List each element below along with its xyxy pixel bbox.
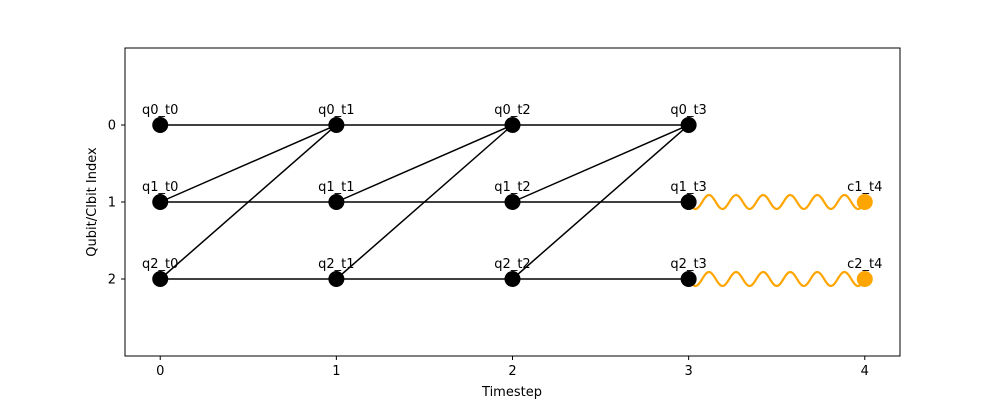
y-tick-label: 1 bbox=[108, 196, 116, 211]
node-label: q1_t3 bbox=[670, 180, 706, 195]
node-marker bbox=[152, 117, 169, 133]
node-label: c2_t4 bbox=[847, 257, 882, 272]
y-axis-label: Qubit/Clbit Index bbox=[85, 147, 100, 257]
nodes-layer bbox=[152, 117, 873, 287]
dependency-edge bbox=[159, 124, 337, 203]
node-label: q1_t0 bbox=[142, 180, 178, 195]
node-marker bbox=[680, 117, 697, 133]
node-label: q1_t1 bbox=[318, 180, 354, 195]
y-tick-label: 0 bbox=[108, 119, 116, 134]
x-tick-label: 1 bbox=[332, 364, 340, 379]
node-marker bbox=[328, 194, 345, 210]
node-marker bbox=[680, 194, 697, 210]
node-label: q2_t3 bbox=[670, 257, 706, 272]
classical-wire-edge bbox=[687, 270, 866, 288]
y-tick-label: 2 bbox=[108, 273, 116, 288]
node-marker bbox=[856, 194, 873, 210]
node-label: q2_t1 bbox=[318, 257, 354, 272]
dependency-edge bbox=[512, 124, 689, 203]
node-label: q0_t3 bbox=[670, 103, 706, 118]
y-axis-ticks: 0 1 2 bbox=[108, 119, 125, 288]
dependency-edge bbox=[336, 124, 513, 203]
node-marker bbox=[680, 271, 697, 287]
x-tick-label: 4 bbox=[861, 364, 869, 379]
node-labels-layer: q0_t0 q0_t1 q0_t2 q0_t3 q1_t0 q1_t1 q1_t2 q1_t3… bbox=[142, 103, 882, 272]
node-label: c1_t4 bbox=[847, 180, 882, 195]
node-marker bbox=[152, 194, 169, 210]
node-marker bbox=[504, 117, 521, 133]
node-label: q0_t2 bbox=[494, 103, 530, 118]
x-tick-label: 0 bbox=[156, 364, 164, 379]
node-label: q0_t1 bbox=[318, 103, 354, 118]
node-marker bbox=[328, 271, 345, 287]
node-marker bbox=[504, 194, 521, 210]
node-label: q1_t2 bbox=[494, 180, 530, 195]
node-marker bbox=[856, 271, 873, 287]
classical-wire-edge bbox=[687, 193, 866, 211]
edges-layer bbox=[159, 124, 866, 288]
node-label: q2_t2 bbox=[494, 257, 530, 272]
dependency-edge bbox=[159, 124, 337, 280]
node-label: q0_t0 bbox=[142, 103, 178, 118]
node-marker bbox=[152, 271, 169, 287]
x-tick-label: 3 bbox=[684, 364, 692, 379]
dependency-edge bbox=[512, 124, 690, 280]
x-tick-label: 2 bbox=[508, 364, 516, 379]
dependency-edge bbox=[335, 124, 513, 280]
node-marker bbox=[504, 271, 521, 287]
node-marker bbox=[328, 117, 345, 133]
node-label: q2_t0 bbox=[142, 257, 178, 272]
x-axis-label: Timestep bbox=[481, 385, 542, 400]
x-axis-ticks: 0 1 2 3 4 bbox=[156, 356, 869, 379]
